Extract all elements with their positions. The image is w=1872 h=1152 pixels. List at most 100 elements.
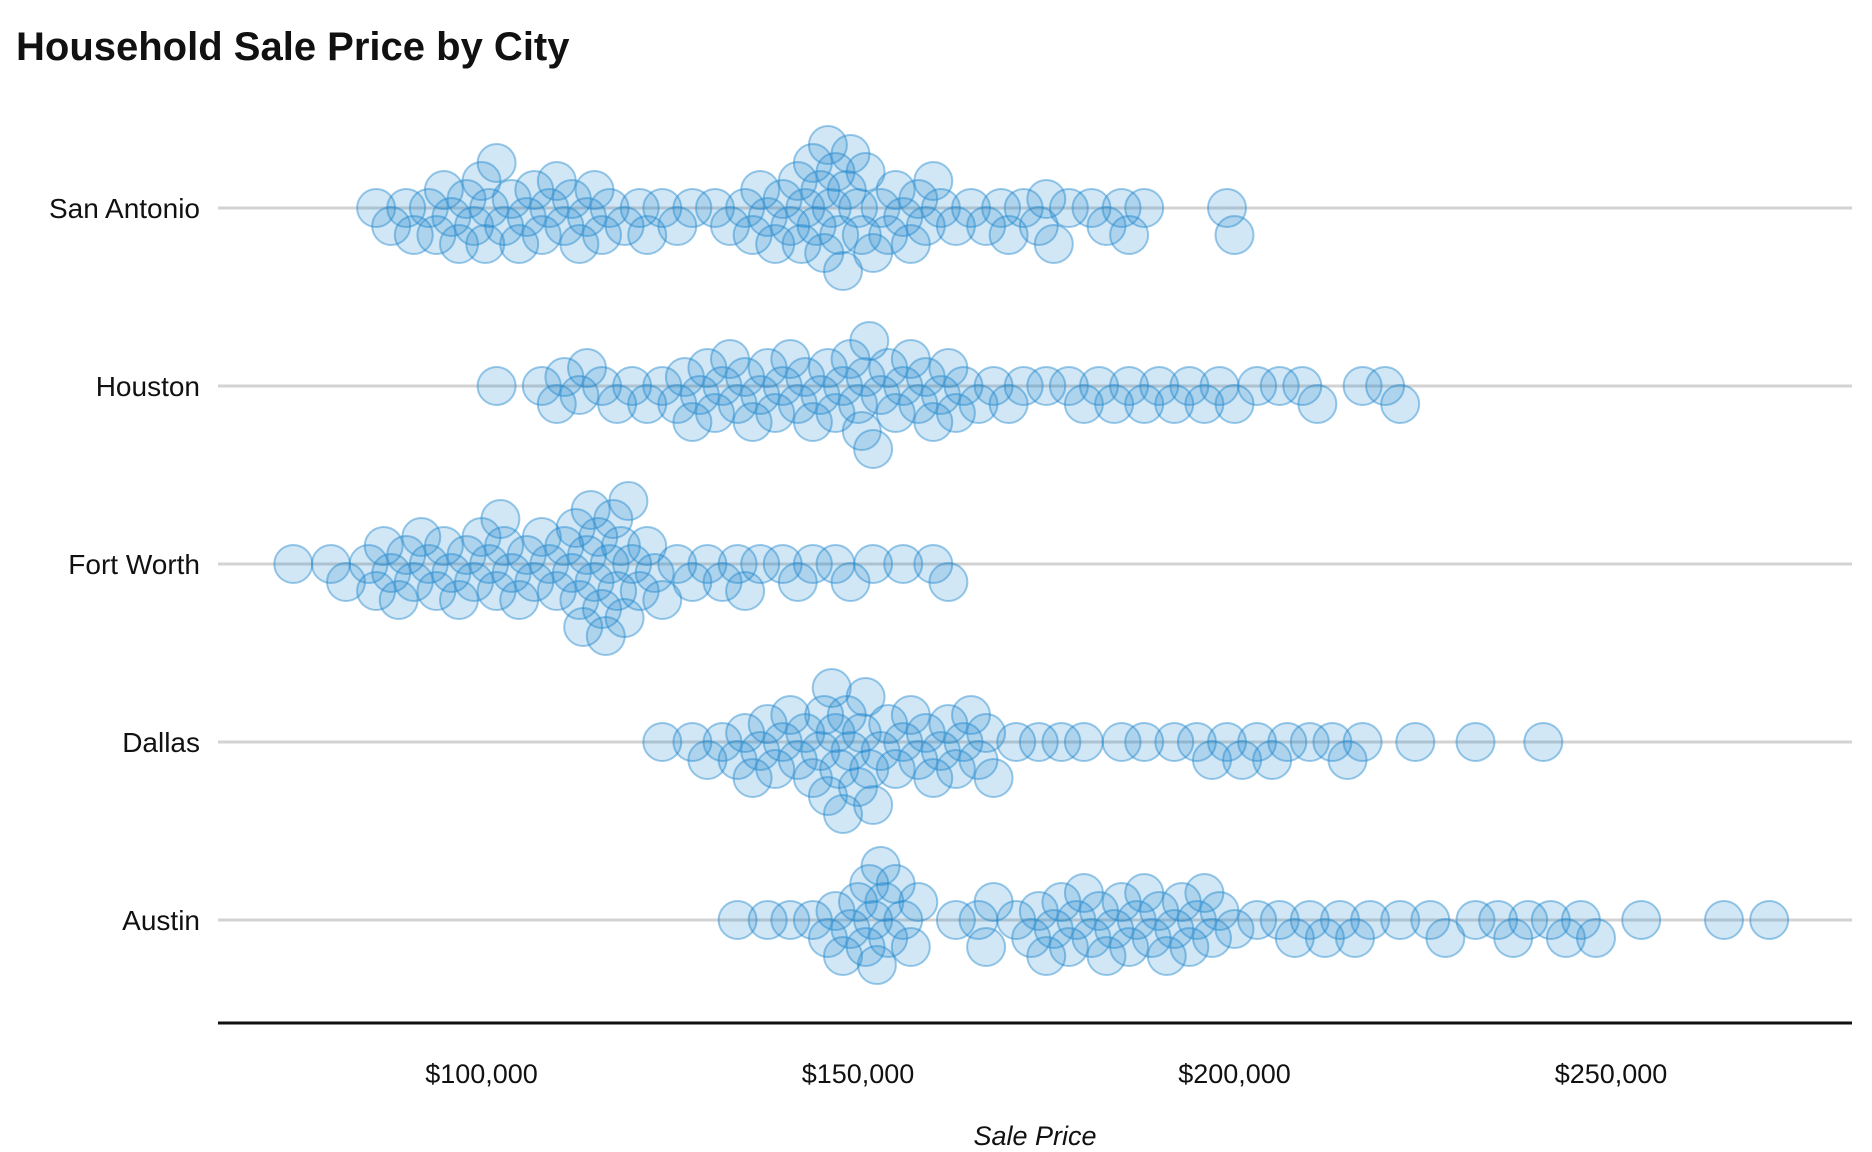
data-point-san-antonio — [627, 215, 668, 255]
data-point-san-antonio — [966, 206, 1007, 246]
data-point-houston — [958, 384, 999, 424]
data-point-austin — [853, 900, 894, 940]
data-point-dallas — [898, 740, 939, 780]
x-tick-label: $150,000 — [802, 1059, 915, 1089]
data-point-san-antonio — [826, 170, 867, 210]
data-point-san-antonio — [732, 215, 773, 255]
data-point-dallas — [1395, 722, 1436, 762]
data-point-san-antonio — [1109, 215, 1150, 255]
data-point-fort-worth — [717, 544, 758, 584]
data-point-dallas — [672, 722, 713, 762]
data-point-austin — [1749, 900, 1790, 940]
data-point-fort-worth — [555, 508, 596, 548]
data-point-austin — [1192, 918, 1232, 958]
data-point-houston — [841, 411, 882, 451]
data-point-san-antonio — [920, 188, 961, 228]
category-gridlines — [218, 206, 1852, 922]
data-point-dallas — [913, 758, 954, 798]
data-point-fort-worth — [642, 580, 683, 620]
data-point-san-antonio — [1124, 188, 1165, 228]
data-point-fort-worth — [559, 580, 600, 620]
data-point-houston — [1063, 384, 1104, 424]
data-point-san-antonio — [416, 215, 457, 255]
data-point-dallas — [1041, 722, 1082, 762]
data-point-houston — [905, 357, 946, 397]
data-point-dallas — [807, 776, 848, 816]
data-point-fort-worth — [815, 544, 856, 584]
data-point-austin — [973, 882, 1014, 922]
data-point-dallas — [1124, 722, 1165, 762]
data-point-dallas — [1289, 722, 1330, 762]
data-point-san-antonio — [1003, 188, 1044, 228]
data-point-san-antonio — [642, 188, 683, 228]
data-point-fort-worth — [853, 544, 894, 584]
data-point-san-antonio — [672, 188, 713, 228]
data-point-fort-worth — [544, 526, 585, 566]
data-point-dallas — [868, 704, 909, 744]
data-point-houston — [920, 375, 961, 415]
data-point-austin — [1199, 891, 1240, 931]
data-point-dallas — [1101, 722, 1142, 762]
data-point-houston — [740, 375, 781, 415]
data-point-dallas — [1267, 722, 1308, 762]
data-point-austin — [1425, 918, 1466, 958]
data-point-dallas — [1523, 722, 1564, 762]
data-point-dallas — [725, 713, 766, 753]
data-point-dallas — [823, 794, 863, 834]
data-point-austin — [770, 900, 811, 940]
data-point-houston — [1297, 384, 1338, 424]
data-point-dallas — [838, 767, 878, 807]
data-point-san-antonio — [740, 170, 781, 210]
data-point-fort-worth — [310, 544, 351, 584]
x-tick-label: $200,000 — [1178, 1059, 1291, 1089]
data-point-houston — [898, 384, 939, 424]
data-point-houston — [807, 348, 848, 388]
data-point-fort-worth — [913, 544, 954, 584]
data-point-houston — [664, 357, 705, 397]
data-point-dallas — [1252, 740, 1293, 780]
data-point-austin — [890, 927, 931, 967]
data-point-san-antonio — [491, 179, 532, 219]
data-point-dallas — [819, 749, 860, 789]
data-point-austin — [1214, 909, 1255, 949]
data-point-austin — [1161, 882, 1202, 922]
data-point-austin — [1018, 891, 1059, 931]
data-point-houston — [521, 366, 562, 406]
data-point-dallas — [905, 713, 946, 753]
data-point-houston — [890, 339, 931, 379]
data-point-dallas — [642, 722, 683, 762]
data-point-san-antonio — [800, 170, 841, 210]
data-point-san-antonio — [838, 188, 878, 228]
data-point-fort-worth — [702, 562, 743, 602]
data-point-houston — [935, 393, 976, 433]
data-point-houston — [582, 366, 622, 406]
data-point-san-antonio — [785, 188, 826, 228]
data-point-san-antonio — [845, 152, 886, 192]
data-point-houston — [762, 366, 803, 406]
data-point-fort-worth — [416, 571, 457, 611]
data-point-fort-worth — [326, 562, 366, 602]
data-point-austin — [1094, 909, 1135, 949]
data-point-fort-worth — [408, 544, 449, 584]
data-point-austin — [1026, 936, 1067, 976]
data-point-dallas — [826, 695, 867, 735]
data-point-san-antonio — [875, 170, 916, 210]
data-point-houston — [849, 321, 890, 361]
data-point-houston — [1214, 384, 1255, 424]
data-point-fort-worth — [585, 616, 626, 656]
data-point-austin — [1131, 918, 1172, 958]
data-point-houston — [860, 375, 901, 415]
data-point-dallas — [845, 677, 886, 717]
data-point-san-antonio — [1101, 188, 1142, 228]
data-point-san-antonio — [423, 170, 464, 210]
data-point-san-antonio — [454, 206, 494, 246]
data-point-san-antonio — [823, 251, 863, 291]
data-point-houston — [567, 348, 607, 388]
data-point-fort-worth — [740, 544, 781, 584]
data-point-austin — [1274, 918, 1315, 958]
chart-title: Household Sale Price by City — [16, 25, 570, 69]
x-tick-label: $100,000 — [425, 1059, 538, 1089]
data-point-san-antonio — [408, 188, 449, 228]
data-point-houston — [687, 348, 728, 388]
